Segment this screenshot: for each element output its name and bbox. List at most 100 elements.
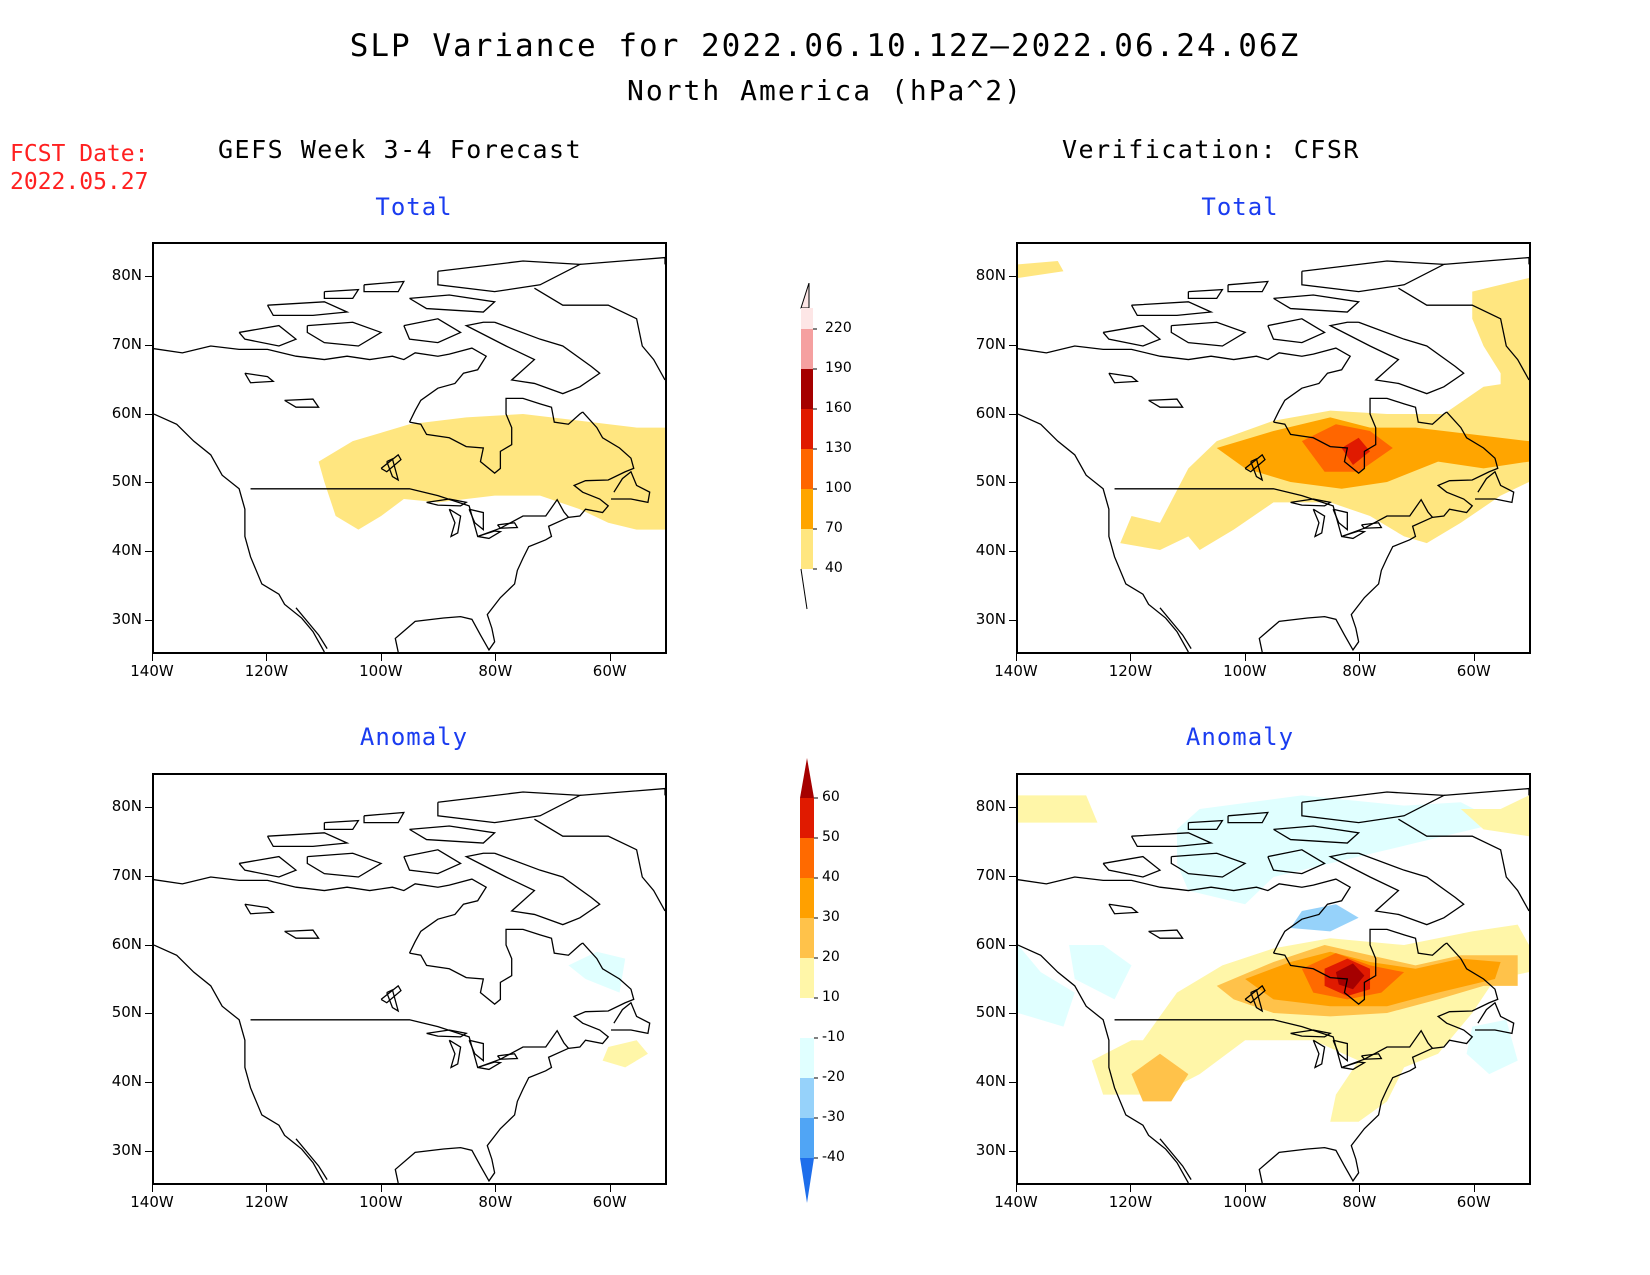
lon-label: 60W	[1456, 1193, 1491, 1211]
lon-tick	[1016, 654, 1017, 661]
us-canada-border	[1114, 1019, 1433, 1069]
anomaly-colorbar-label: 10	[822, 989, 840, 1005]
total-colorbar-label: 40	[825, 560, 843, 576]
us-canada-border	[250, 488, 569, 538]
forecast-anom-neg-region	[568, 951, 626, 993]
verify-total-130-region	[1341, 437, 1371, 466]
lat-label: 40N	[975, 1072, 1006, 1090]
lat-tick	[145, 345, 152, 346]
arctic-island-coast	[1227, 280, 1269, 293]
lake-shore	[1250, 457, 1264, 482]
lon-label: 120W	[244, 1193, 289, 1211]
total-colorbar-label: 70	[825, 520, 843, 536]
lon-label: 80W	[1342, 1193, 1377, 1211]
lat-label: 60N	[111, 403, 142, 422]
arctic-island-coast	[363, 811, 405, 824]
lat-tick	[1009, 345, 1016, 346]
lon-label: 140W	[130, 662, 174, 680]
lat-label: 50N	[111, 1003, 142, 1022]
arctic-mainland-coast	[154, 345, 488, 423]
west-coastline	[1018, 413, 1189, 652]
lake-shore	[1250, 988, 1264, 1013]
lat-tick	[145, 276, 152, 278]
lat-tick	[1009, 619, 1016, 621]
arctic-island-coast	[1170, 852, 1247, 878]
greenland-north-coast	[1443, 256, 1529, 266]
arctic-island-coast	[266, 832, 350, 848]
forecast-total-40-region	[318, 414, 665, 530]
verification-column-header: Verification: CFSR	[1062, 135, 1360, 164]
arctic-island-coast	[1102, 324, 1162, 347]
arctic-island-coast	[1170, 321, 1247, 347]
main-subtitle: North America (hPa^2)	[626, 74, 1023, 107]
fcst-date: FCST Date: 2022.05.27	[10, 140, 148, 196]
lon-tick	[266, 654, 268, 661]
lon-label: 60W	[592, 1193, 627, 1211]
verify-anom-neg-atlantic	[1466, 1019, 1518, 1075]
arctic-island-coast	[1102, 855, 1162, 878]
anomaly-colorbar-label: 60	[822, 789, 840, 805]
anomaly-colorbar-label: 40	[822, 869, 840, 885]
lake-shore	[386, 457, 400, 482]
arctic-island-coast	[1301, 260, 1447, 293]
anomaly-colorbar-label: -40	[822, 1149, 845, 1165]
lat-tick	[1009, 944, 1016, 946]
verify-anom-neg-pacific	[1018, 945, 1075, 1027]
verification-anomaly-map	[1016, 773, 1531, 1185]
arctic-island-coast	[1187, 288, 1224, 300]
lake-shore	[386, 988, 400, 1013]
lat-label: 80N	[111, 797, 142, 816]
lat-label: 50N	[975, 472, 1006, 491]
lake-shore	[284, 398, 320, 408]
verify-anom-10-arctic	[1018, 795, 1098, 823]
lon-label: 140W	[130, 1193, 174, 1211]
lon-tick	[1359, 654, 1361, 661]
lon-label: 60W	[1456, 662, 1491, 680]
lat-tick	[145, 619, 152, 621]
verify-anom-60-region	[1335, 963, 1365, 990]
lat-label: 60N	[975, 934, 1006, 953]
arctic-island-coast	[238, 855, 298, 878]
verify-anom-neg20-region	[1290, 904, 1359, 932]
lat-label: 80N	[111, 266, 142, 285]
lake-shore	[448, 1039, 462, 1069]
lake-shore	[244, 372, 275, 384]
newfoundland-coast	[1475, 470, 1515, 504]
lat-label: 50N	[975, 1003, 1006, 1022]
verify-anom-neg-arctic	[1176, 795, 1501, 905]
lon-tick	[1130, 1185, 1132, 1192]
arctic-island-coast	[1328, 321, 1465, 395]
hudson-bay-coast	[1273, 928, 1448, 1005]
verification-total-map	[1016, 242, 1531, 654]
lat-tick	[1009, 876, 1016, 877]
lat-tick	[1009, 1082, 1016, 1083]
arctic-island-coast	[403, 849, 462, 875]
anomaly-colorbar-label: 20	[822, 949, 840, 965]
west-coastline	[154, 413, 325, 652]
verify-anom-10-greenland	[1460, 795, 1529, 837]
gulf-of-california-coast	[295, 607, 328, 649]
anomaly-colorbar	[798, 758, 828, 1208]
lat-label: 40N	[975, 541, 1006, 559]
arctic-island-coast	[1328, 852, 1465, 926]
arctic-island-coast	[403, 318, 462, 344]
verification-total-title: Total	[1201, 193, 1279, 221]
lon-tick	[1016, 1185, 1017, 1192]
arctic-island-coast	[323, 819, 360, 831]
lat-label: 70N	[111, 866, 142, 884]
east-coastline	[1258, 942, 1499, 1183]
lake-shore	[1361, 522, 1383, 529]
arctic-island-coast	[1187, 819, 1224, 831]
verify-anom-neg-west	[1069, 945, 1132, 1000]
anomaly-colorbar-label: -20	[822, 1069, 845, 1085]
west-coastline	[154, 944, 325, 1183]
forecast-anomaly-title: Anomaly	[359, 723, 469, 751]
lat-tick	[1009, 482, 1016, 484]
lake-shore	[1312, 1039, 1326, 1069]
east-coastline	[394, 942, 635, 1183]
lat-label: 70N	[975, 335, 1006, 353]
lat-tick	[145, 944, 152, 946]
lon-tick	[1473, 1185, 1475, 1192]
verify-total-40-arctic	[1018, 261, 1064, 278]
arctic-mainland-coast	[154, 876, 488, 954]
